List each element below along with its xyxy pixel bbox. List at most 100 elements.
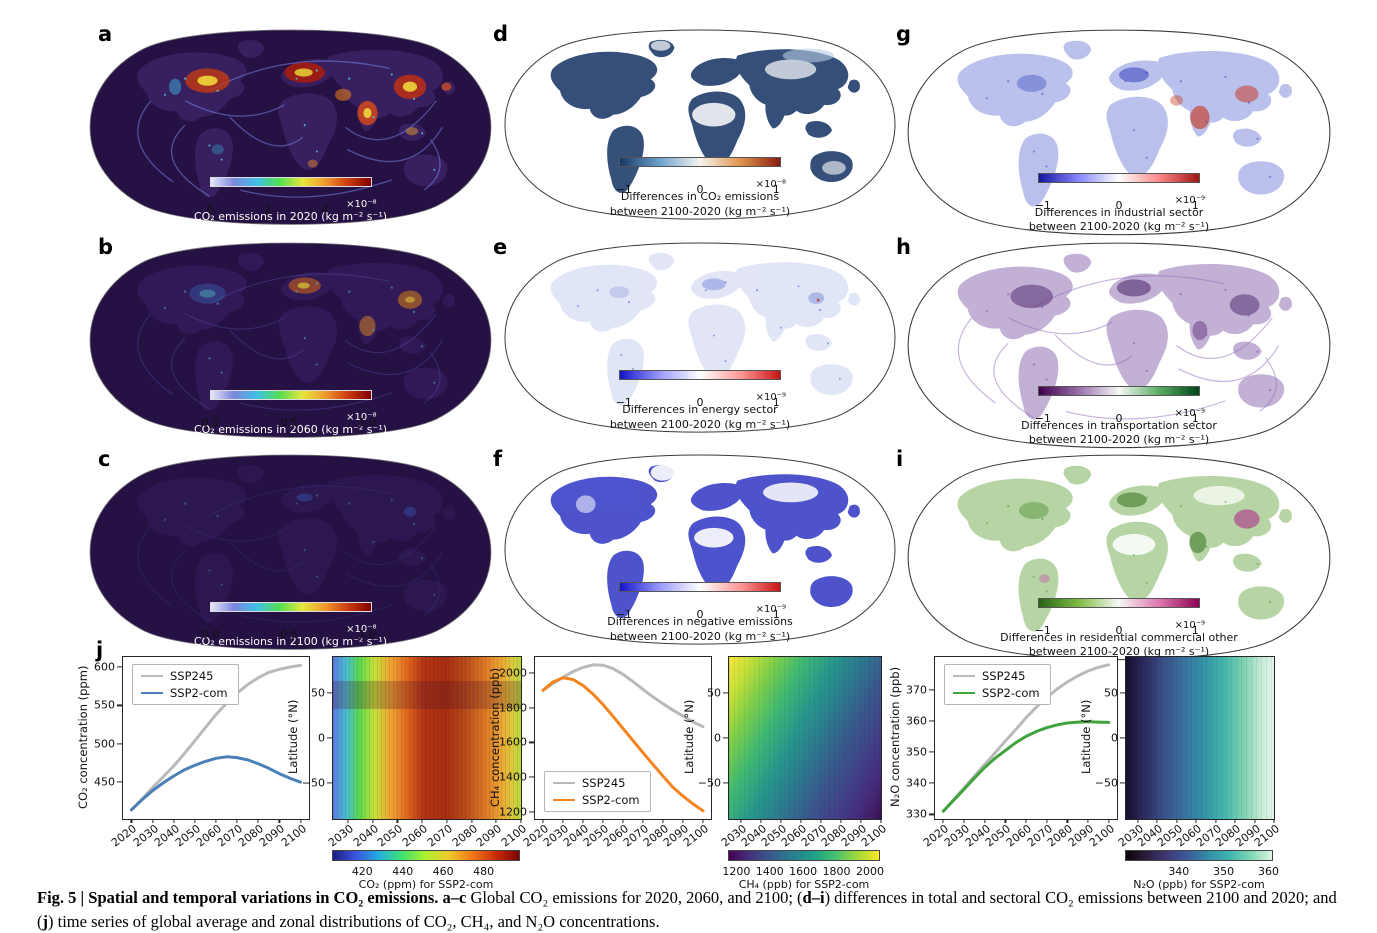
co2-concentration-chart: CO₂ concentration (ppm) 450 500 550 600 2020…: [76, 656, 310, 849]
y-axis-tick: 550: [94, 698, 115, 712]
x-tick-mark: [495, 819, 497, 823]
y-axis-tick: 1400: [499, 770, 527, 784]
y-tick-mark: [117, 743, 123, 745]
x-tick-mark: [963, 819, 965, 823]
x-axis-tick: 0: [696, 396, 704, 410]
panel-letter-a: a: [98, 22, 113, 46]
x-tick-mark: [702, 819, 704, 823]
legend-entry: SSP245: [553, 776, 640, 790]
x-tick-mark: [347, 819, 349, 823]
x-axis-tick: 1600: [789, 865, 818, 878]
map-colorbar-f: −1 0 1 ×10⁻⁹ Differences in negative emiss…: [560, 582, 840, 644]
difference-patches: [609, 278, 825, 305]
y-tick-mark: [117, 781, 123, 783]
y-tick-mark: [529, 707, 535, 709]
colorbar-ticks: −1 0 1: [616, 592, 780, 621]
x-axis-tick-label: 2080: [449, 822, 480, 850]
x-tick-mark: [780, 819, 782, 823]
map-label-line2: between 2100-2020 (kg m⁻² s⁻¹): [609, 204, 791, 218]
colorbar-ticks: −1 0 1: [616, 380, 780, 409]
n2o-heatmap-body: 50 0 −50 2030 2040 2050 2060 2070 2080 2090 2100: [1095, 656, 1282, 849]
ch4-heatmap-body: 50 0 −50 2030 2040 2050 2060 2070 2080 2090 2100: [698, 656, 889, 849]
chart-legend: SSP245 SSP2-com: [544, 771, 651, 812]
difference-patches: [650, 40, 846, 175]
n2o-line-plot: 330 340 350 360 370 2020 2030 2040 2050 2060 2070 2…: [906, 656, 1118, 849]
chart-series: [541, 663, 705, 813]
y-tick-mark: [327, 737, 333, 739]
panel-letter-f: f: [493, 447, 503, 471]
panel-letter-i: i: [896, 447, 904, 471]
caption-bold-lead: Fig. 5 | Spatial and temporal variations…: [37, 888, 467, 907]
x-tick-mark: [984, 819, 986, 823]
x-axis-tick: 360: [1258, 865, 1279, 878]
co2-heatmap-colorbar: [332, 850, 520, 861]
colorbar-gradient: [209, 177, 372, 188]
y-axis-tick: 500: [94, 737, 115, 751]
legend-label: SSP2-com: [582, 793, 640, 807]
colorbar-ticks: −1 0 1: [616, 167, 780, 196]
map-panel-c: c 0.0 0.5 1.0 ×10⁻⁸ CO₂ emissions in 2100 …: [88, 445, 493, 651]
y-axis-tick: 1600: [499, 735, 527, 749]
y-tick-mark: [929, 751, 935, 753]
x-tick-mark: [820, 819, 822, 823]
map-label-line1: Differences in CO₂ emissions: [620, 190, 780, 204]
x-tick-mark: [1004, 819, 1006, 823]
map-label-line2: between 2100-2020 (kg m⁻² s⁻¹): [1028, 645, 1210, 659]
x-axis-tick-label: 2060: [399, 822, 431, 850]
legend-entry: SSP2-com: [141, 686, 228, 700]
legend-swatch: [953, 691, 975, 695]
colorbar-gradient: [1038, 598, 1200, 609]
y-tick-mark: [929, 813, 935, 815]
colorbar-ticks: −1 0 1: [1035, 183, 1199, 212]
ch4-zonal-heatmap-chart: Latitude (°N) 50 0 −50 2030 2040 2050 2060 2070…: [682, 656, 889, 891]
x-tick-mark: [682, 819, 684, 823]
panel-j: j CO₂ concentration (ppm) 450 500 550 600 20…: [76, 638, 1350, 891]
y-axis-tick: 0: [714, 731, 721, 745]
map-label-line1: Differences in transportation sector: [1021, 419, 1217, 433]
map-colorbar-h: −1 0 1 ×10⁻⁹ Differences in transportation…: [979, 386, 1259, 448]
x-tick-mark: [1195, 819, 1197, 823]
y-axis-tick: 450: [94, 775, 115, 789]
y-axis-tick: 340: [906, 776, 927, 790]
legend-label: SSP245: [982, 669, 1026, 683]
x-tick-mark: [520, 819, 522, 823]
map-colorbar-i: −1 0 1 ×10⁻⁹ Differences in residential co…: [979, 598, 1259, 660]
legend-entry: SSP245: [141, 669, 228, 683]
colorbar-exponent: ×10⁻⁹: [1174, 620, 1205, 632]
difference-patches: [1016, 67, 1259, 130]
colorbar-exponent: ×10⁻⁸: [346, 624, 377, 636]
world-map-g: [907, 29, 1331, 236]
difference-patches: [1018, 486, 1260, 583]
world-map-i: [907, 454, 1331, 661]
x-tick-mark: [602, 819, 604, 823]
x-axis-tick: 4: [321, 203, 329, 217]
y-axis-tick: 360: [906, 714, 927, 728]
latitude-y-axis-label: Latitude (°N): [286, 699, 300, 775]
x-axis-tick: −1: [615, 183, 632, 197]
x-axis-tick: 1200: [722, 865, 751, 878]
series-SSP245: [541, 663, 705, 729]
series-SSP2-com: [130, 755, 302, 812]
x-axis-tick: 1: [772, 183, 780, 197]
x-tick-mark: [1087, 819, 1089, 823]
x-axis-tick-label: 2030: [325, 822, 356, 850]
y-axis-tick: 370: [906, 683, 927, 697]
world-map-c: [89, 454, 492, 650]
x-tick-mark: [840, 819, 842, 823]
y-axis-tick: 0: [1111, 731, 1118, 745]
x-axis-tick: 420: [351, 865, 373, 878]
x-axis-tick: 0: [1115, 624, 1123, 638]
figure-caption: Fig. 5 | Spatial and temporal variations…: [37, 886, 1349, 933]
latitude-y-axis-label: Latitude (°N): [1079, 699, 1093, 775]
map-label-line2: between 2100-2020 (kg m⁻² s⁻¹): [1028, 433, 1210, 447]
y-tick-mark: [929, 689, 935, 691]
x-axis-tick: 0.5: [280, 416, 298, 430]
x-axis-tick-label: 2070: [424, 822, 455, 850]
x-tick-mark: [215, 819, 217, 823]
co2-heatmap-body: 50 0 −50 2030 2040 2050 2060 2070 2080 2090 2100: [302, 656, 529, 849]
y-axis-tick: 0: [318, 731, 325, 745]
caption-text: Global CO₂ emissions for 2020, 2060, and…: [466, 888, 803, 907]
x-axis-tick: −1: [1034, 412, 1051, 426]
x-axis-tick: 0.5: [280, 628, 298, 642]
